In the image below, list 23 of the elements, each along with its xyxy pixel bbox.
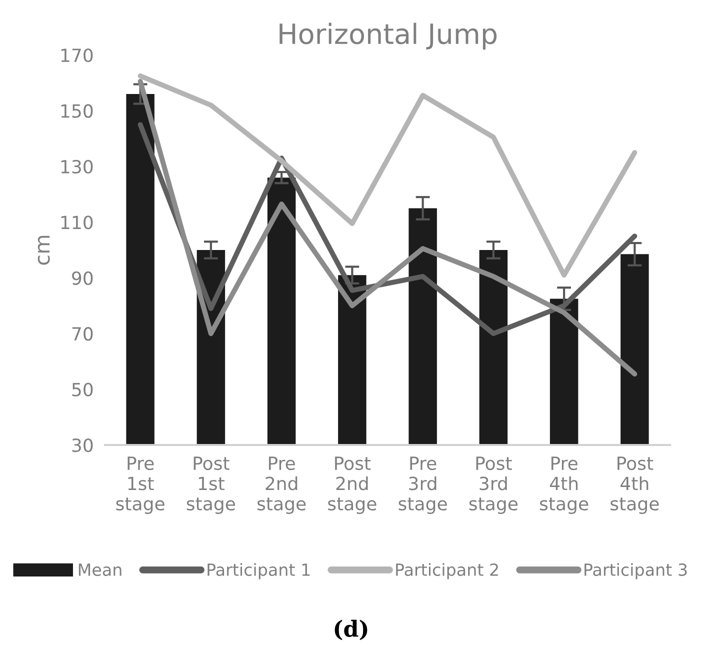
y-axis-title: cm <box>38 236 50 265</box>
x-tick-label: Post 3rd stage <box>469 456 518 514</box>
legend-label: Participant 2 <box>396 563 498 580</box>
chart-title: Horizontal Jump <box>280 22 497 50</box>
legend-label: Participant 3 <box>584 563 687 580</box>
legend-label: Participant 1 <box>208 563 310 580</box>
y-tick-label: 170 <box>61 48 93 62</box>
y-tick-label: 110 <box>61 216 93 230</box>
x-tick-label: Post 1st stage <box>186 456 236 514</box>
y-tick-label: 30 <box>72 438 93 452</box>
x-tick-label: Post 2nd stage <box>328 456 376 514</box>
y-tick-label: 130 <box>61 160 93 174</box>
x-tick-label: Pre 2nd stage <box>257 456 306 514</box>
y-tick-label: 90 <box>72 271 93 285</box>
text: (d) <box>334 620 368 640</box>
y-tick-label: 70 <box>72 327 93 341</box>
x-tick-label: Pre 1st stage <box>116 456 164 514</box>
x-tick-label: Post 4th stage <box>610 456 659 514</box>
y-tick-label: 50 <box>72 382 93 396</box>
x-tick-label: Pre 4th stage <box>540 456 588 514</box>
x-tick-label: Pre 3rd stage <box>398 456 447 514</box>
legend-label: Mean <box>78 564 122 576</box>
y-tick-label: 150 <box>61 104 93 118</box>
